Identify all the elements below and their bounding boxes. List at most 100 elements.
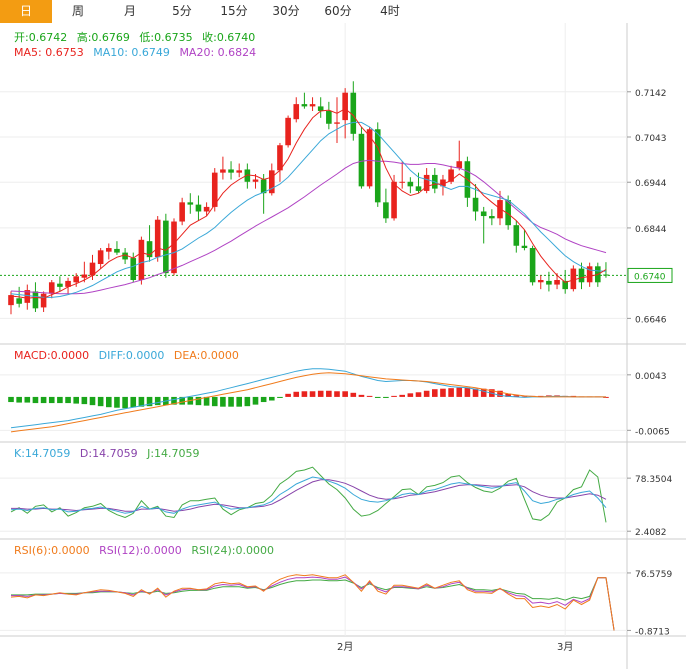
ma20-value: MA20: 0.6824 (179, 46, 256, 59)
tab-0[interactable]: 日 (0, 0, 52, 23)
macd-bar (603, 396, 609, 398)
candle-body (415, 186, 422, 191)
candle-body (399, 181, 405, 183)
candle-body (285, 117, 291, 146)
macd-bar (399, 394, 405, 397)
rsi12-line (11, 576, 615, 631)
candle-body (391, 181, 397, 219)
moving-average-lines (10, 108, 607, 299)
period-tabs: 日 周 月 5分 15分 30分 60分 4时 (0, 0, 686, 24)
candle-body (106, 248, 112, 252)
ma5-value: MA5: 0.6753 (14, 46, 84, 59)
tab-2[interactable]: 月 (123, 4, 136, 18)
ma20-line (10, 159, 607, 295)
price-tick-label: 0.7142 (635, 89, 667, 99)
chart-background (0, 23, 686, 669)
candle-body (603, 274, 609, 276)
macd-bar (195, 396, 202, 406)
tab-7[interactable]: 4时 (380, 4, 400, 18)
candle-body (521, 245, 528, 249)
diff-line (10, 368, 606, 429)
diff-value: DIFF:0.0000 (99, 349, 165, 362)
macd-bar (228, 396, 234, 407)
candle-body (301, 104, 308, 107)
candle-body (383, 202, 389, 219)
macd-bar (236, 396, 242, 407)
candle-body (350, 92, 357, 134)
kdj-panel (10, 466, 607, 523)
macd-bar (48, 396, 55, 404)
macd-bar (383, 396, 389, 398)
tab-1[interactable]: 周 (71, 4, 84, 18)
ma-legend: MA5: 0.6753 MA10: 0.6749 MA20: 0.6824 (14, 46, 256, 59)
macd-bar (505, 393, 511, 397)
kdj-tick-label: 2.4082 (635, 528, 667, 538)
macd-bar (73, 396, 79, 404)
tab-5[interactable]: 30分 (272, 4, 300, 18)
candle-body (586, 266, 593, 283)
candle-body (130, 258, 137, 281)
macd-bar (179, 396, 185, 405)
macd-bar (269, 396, 275, 401)
k-value: K:14.7059 (14, 447, 70, 460)
macd-bar (456, 387, 463, 397)
ma5-line (10, 108, 607, 299)
rsi12-value: RSI(12):0.0000 (99, 544, 182, 557)
macd-bar (130, 396, 137, 408)
candle-body (456, 161, 463, 169)
candle-body (537, 280, 544, 283)
dea-value: DEA:0.0000 (174, 349, 239, 362)
rsi6-value: RSI(6):0.0000 (14, 544, 90, 557)
candle-body (489, 216, 495, 219)
macd-bar (358, 394, 365, 397)
ma10-value: MA10: 0.6749 (93, 46, 170, 59)
candle-body (277, 145, 283, 171)
macd-bar (497, 390, 503, 397)
candle-body (122, 252, 128, 260)
candle-body (366, 129, 373, 187)
candle-body (211, 172, 218, 207)
j-value: J:14.7059 (146, 447, 199, 460)
chart-area: 2月 3月 0.7142 0.7043 0.6944 0.6844 0.6646 0.0043… (0, 23, 686, 669)
candle-body (326, 110, 332, 124)
macd-bar (65, 396, 71, 404)
candle-body (554, 280, 560, 285)
macd-panel (8, 368, 609, 433)
candle-body (187, 202, 194, 205)
price-tick-label: 0.6844 (635, 225, 667, 235)
candle-body (407, 181, 414, 187)
macd-bar (114, 396, 120, 408)
macd-bar (97, 396, 104, 407)
candle-series (8, 81, 609, 315)
candle-body (40, 293, 47, 308)
candle-body (317, 106, 324, 111)
ohlc-legend: 开:0.6742 高:0.6769 低:0.6735 收:0.6740 (14, 30, 255, 44)
candle-body (236, 170, 242, 173)
macd-bar (374, 396, 381, 398)
candle-body (146, 241, 153, 258)
candle-body (73, 276, 79, 283)
candle-body (195, 204, 202, 212)
high-value: 高:0.6769 (77, 30, 130, 44)
macd-tick-label: 0.0043 (635, 372, 667, 382)
tab-3[interactable]: 5分 (172, 4, 192, 18)
macd-bar (40, 396, 47, 404)
axis-labels: 2月 3月 0.7142 0.7043 0.6944 0.6844 0.6646 0.0043… (337, 89, 673, 653)
macd-bar (513, 395, 520, 397)
candle-body (138, 239, 145, 281)
price-tick-label: 0.7043 (635, 134, 667, 144)
macd-bar (8, 396, 14, 403)
tab-4[interactable]: 15分 (220, 4, 248, 18)
macd-bar (154, 396, 161, 406)
candle-body (220, 169, 226, 173)
macd-bar (81, 396, 88, 405)
candle-body (252, 179, 259, 182)
candle-body (154, 219, 161, 258)
candle-body (342, 92, 348, 121)
macd-bar (16, 396, 22, 403)
rsi6-line (10, 574, 615, 631)
tab-6[interactable]: 60分 (324, 4, 352, 18)
candle-body (269, 170, 275, 194)
candle-body (529, 248, 536, 283)
kdj-tick-label: 78.3504 (635, 475, 672, 485)
